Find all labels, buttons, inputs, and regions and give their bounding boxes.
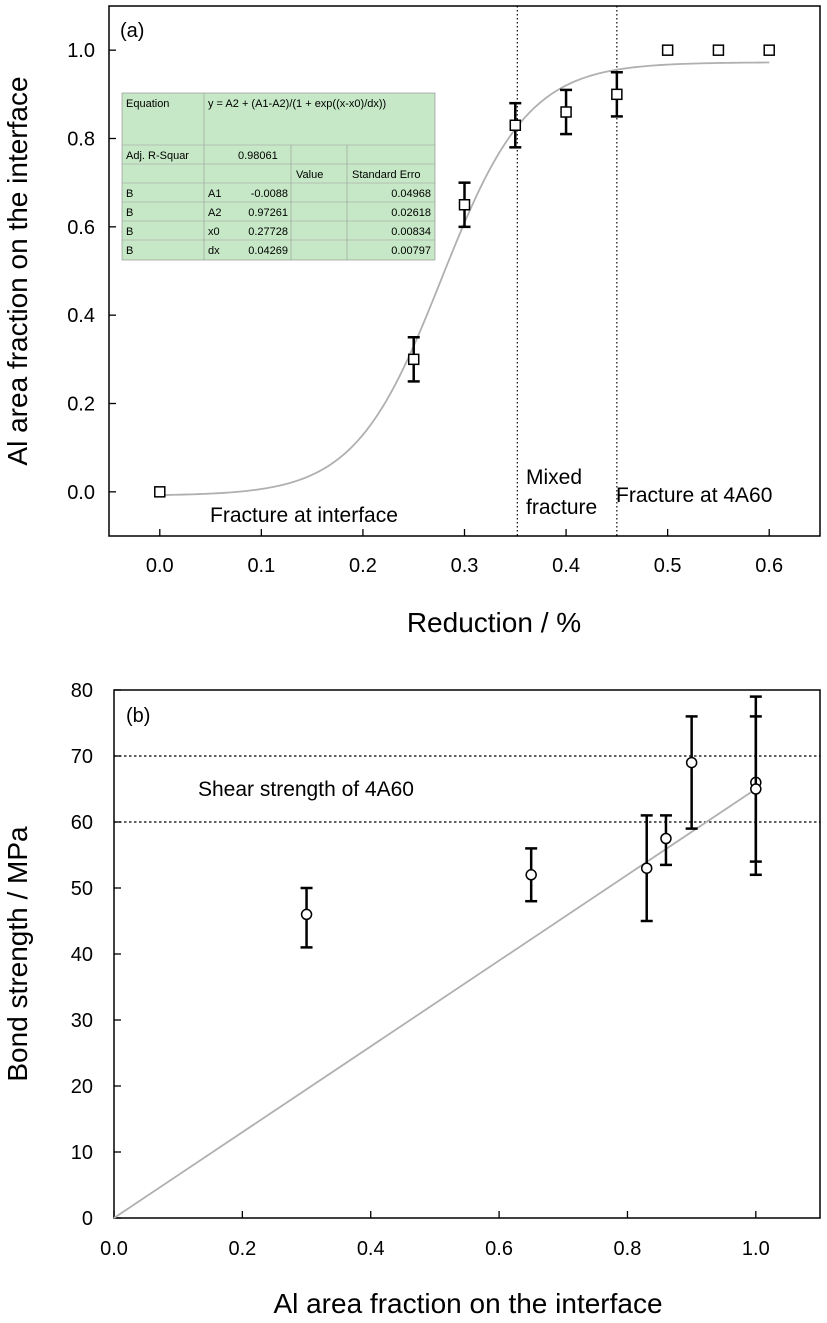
data-point-circle [685,756,698,769]
table-row-a: B [126,226,133,238]
y-tick-label: 0.4 [67,305,95,327]
table-row-a: B [126,188,133,200]
x-tick-label: 0.8 [614,1238,642,1260]
y-ticks-a: 0.0 0.2 0.4 0.6 0.8 1.0 [67,40,116,504]
table-row-c: -0.0088 [251,188,288,200]
y-tick-label: 0 [82,1208,93,1230]
fit-parameter-table: Equation y = A2 + (A1-A2)/(1 + exp((x-x0… [121,92,436,261]
data-point-square [763,44,775,56]
y-tick-label: 0.8 [67,129,95,151]
x-ticks-b: 0.0 0.2 0.4 0.6 0.8 1.0 [100,1211,770,1260]
annotation-fracture-interface: Fracture at interface [210,504,398,527]
data-point-square [407,353,420,366]
x-tick-label: 0.6 [485,1238,513,1260]
table-equation: y = A2 + (A1-A2)/(1 + exp((x-x0)/dx)) [208,98,386,110]
y-axis-title-a: Al area fraction on the interface [2,76,33,465]
linear-reference-line [113,788,757,1219]
plot-frame-b [113,689,821,1219]
x-tick-label: 0.6 [755,555,783,577]
y-tick-label: 0.6 [67,217,95,239]
x-axis-title-b: Al area fraction on the interface [273,1288,662,1319]
data-point-square [509,119,522,131]
data-points-a [154,44,775,498]
x-tick-label: 1.0 [742,1238,770,1260]
table-row-b: A1 [208,188,221,200]
table-row-b: A2 [208,207,221,219]
table-row-d: 0.02618 [391,207,431,219]
x-tick-label: 0.4 [357,1238,385,1260]
y-tick-label: 1.0 [67,40,95,62]
annotation-mixed: Mixed [526,466,582,489]
data-point-circle [640,862,653,874]
y-tick-label: 60 [71,812,93,834]
x-tick-label: 0.5 [654,555,682,577]
table-row-d: 0.00834 [391,226,431,238]
data-point-square [712,44,725,56]
x-ticks-a: 0.0 0.1 0.2 0.3 0.4 0.5 0.6 [146,529,783,577]
annotation-shear-strength: Shear strength of 4A60 [198,778,414,801]
plot-frame-a [108,5,821,537]
x-tick-label: 0.1 [247,555,275,577]
y-tick-label: 0.2 [67,394,95,416]
y-tick-label: 0.0 [67,482,95,504]
annotation-fracture: fracture [526,496,597,519]
data-point-circle [300,908,313,921]
y-tick-label: 40 [71,944,93,966]
y-tick-label: 80 [71,680,93,702]
y-axis-title-b: Bond strength / MPa [2,826,33,1082]
table-equation-label: Equation [126,98,169,110]
data-point-square [154,486,166,498]
y-ticks-b: 0 10 20 30 40 50 60 70 80 [71,680,121,1230]
data-point-circle [660,832,672,845]
x-tick-label: 0.2 [349,555,377,577]
data-points-b [300,695,762,949]
table-adjr-label: Adj. R-Squar [126,150,189,162]
data-point-circle [525,869,537,881]
y-tick-label: 70 [71,746,93,768]
data-point-circle [750,783,762,795]
panel-b: 0.0 0.2 0.4 0.6 0.8 1.0 0 10 20 30 40 50 60 70 80 (b)… [2,680,821,1319]
y-tick-label: 10 [71,1142,93,1164]
data-point-square [661,44,674,56]
table-row-b: x0 [208,226,220,238]
table-row-d: 0.04968 [391,188,431,200]
x-tick-label: 0.0 [146,555,174,577]
table-col-error: Standard Erro [352,169,420,181]
data-point-square [458,199,471,211]
table-col-value: Value [296,169,323,181]
annotation-fracture-4a60: Fracture at 4A60 [616,484,772,507]
data-point-square [611,88,623,101]
table-row-a: B [126,245,133,257]
y-tick-label: 50 [71,878,93,900]
x-axis-title-a: Reduction / % [407,607,581,638]
x-tick-label: 0.0 [100,1238,128,1260]
panel-label-a: (a) [120,20,144,42]
panel-label-b: (b) [126,705,150,727]
panel-a: 0.0 0.1 0.2 0.3 0.4 0.5 0.6 0.0 0.2 0.4 0.6 0.8 1.0… [2,5,821,638]
table-row-c: 0.04269 [248,245,288,257]
data-point-square [560,106,572,118]
table-row-c: 0.27728 [248,226,288,238]
y-tick-label: 20 [71,1076,93,1098]
table-row-d: 0.00797 [391,245,431,257]
table-adjr-value: 0.98061 [238,150,278,162]
x-tick-label: 0.3 [451,555,479,577]
table-row-c: 0.97261 [248,207,288,219]
x-tick-label: 0.2 [228,1238,256,1260]
table-row-b: dx [208,245,220,257]
y-tick-label: 30 [71,1010,93,1032]
table-row-a: B [126,207,133,219]
x-tick-label: 0.4 [552,555,580,577]
